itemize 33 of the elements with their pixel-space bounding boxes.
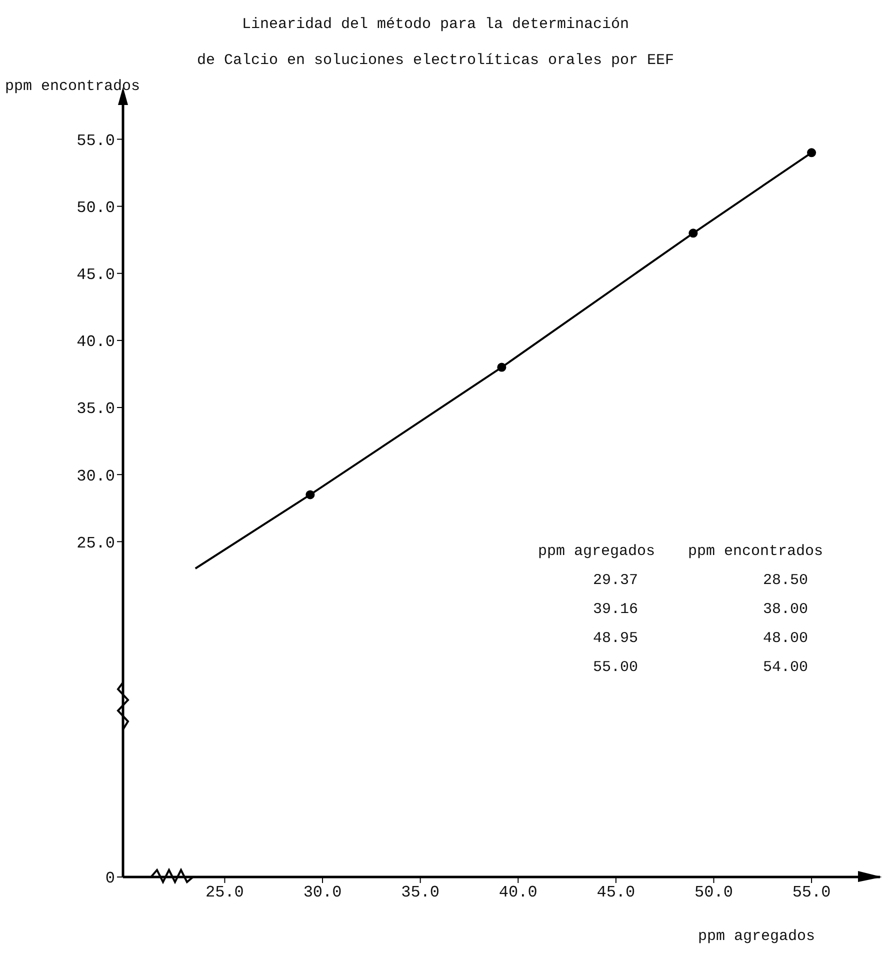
y-tick-label: 30.0 bbox=[76, 467, 115, 486]
annotation: 28.50 bbox=[762, 572, 810, 589]
y-tick-label: 25.0 bbox=[76, 534, 115, 552]
x-tick-label: 25.0 bbox=[206, 883, 244, 902]
point bbox=[306, 490, 315, 500]
y-tick-label: 50.0 bbox=[76, 198, 115, 217]
y-tick-label: 35.0 bbox=[76, 400, 115, 418]
x-tick-label: 55.0 bbox=[792, 883, 831, 902]
y-tick-label: 55.0 bbox=[76, 132, 115, 150]
point bbox=[497, 362, 506, 372]
point bbox=[807, 148, 816, 158]
annotation: 48.95 bbox=[592, 630, 640, 647]
x-tick-label: 45.0 bbox=[596, 883, 636, 902]
x-tick-label: 35.0 bbox=[401, 883, 440, 902]
x-tick-label: 30.0 bbox=[303, 883, 342, 902]
y-tick-label: 40.0 bbox=[76, 333, 115, 352]
x-tick-label: 50.0 bbox=[694, 883, 733, 902]
x-axis-title: ppm agregados bbox=[538, 543, 656, 560]
text: ppm encontrados bbox=[5, 78, 140, 95]
chart-title: Linearidad del método para la determinación bbox=[240, 16, 630, 33]
annotation: 39.16 bbox=[592, 601, 640, 618]
y-axis-title: ppm encontrados bbox=[688, 543, 824, 560]
annotation: 38.00 bbox=[762, 601, 810, 618]
annotation: 48.00 bbox=[762, 630, 810, 647]
annotation: 55.00 bbox=[592, 659, 640, 676]
annotation: 54.00 bbox=[762, 659, 810, 676]
chart-subtitle: de Calcio en soluciones electrolíticas orales por EEF bbox=[196, 52, 676, 69]
annotation: 29.37 bbox=[592, 572, 640, 589]
point bbox=[688, 228, 698, 238]
text: ppm agregados bbox=[698, 928, 816, 945]
x-tick-label: 40.0 bbox=[498, 883, 538, 902]
y-tick-label: 0 bbox=[105, 870, 115, 888]
y-tick-label: 45.0 bbox=[76, 266, 115, 284]
